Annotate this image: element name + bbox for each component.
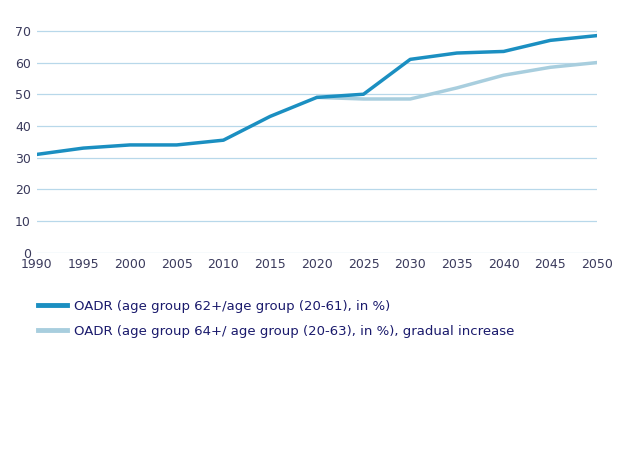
Legend: OADR (age group 62+/age group (20-61), in %), OADR (age group 64+/ age group (20: OADR (age group 62+/age group (20-61), i… (38, 300, 515, 337)
